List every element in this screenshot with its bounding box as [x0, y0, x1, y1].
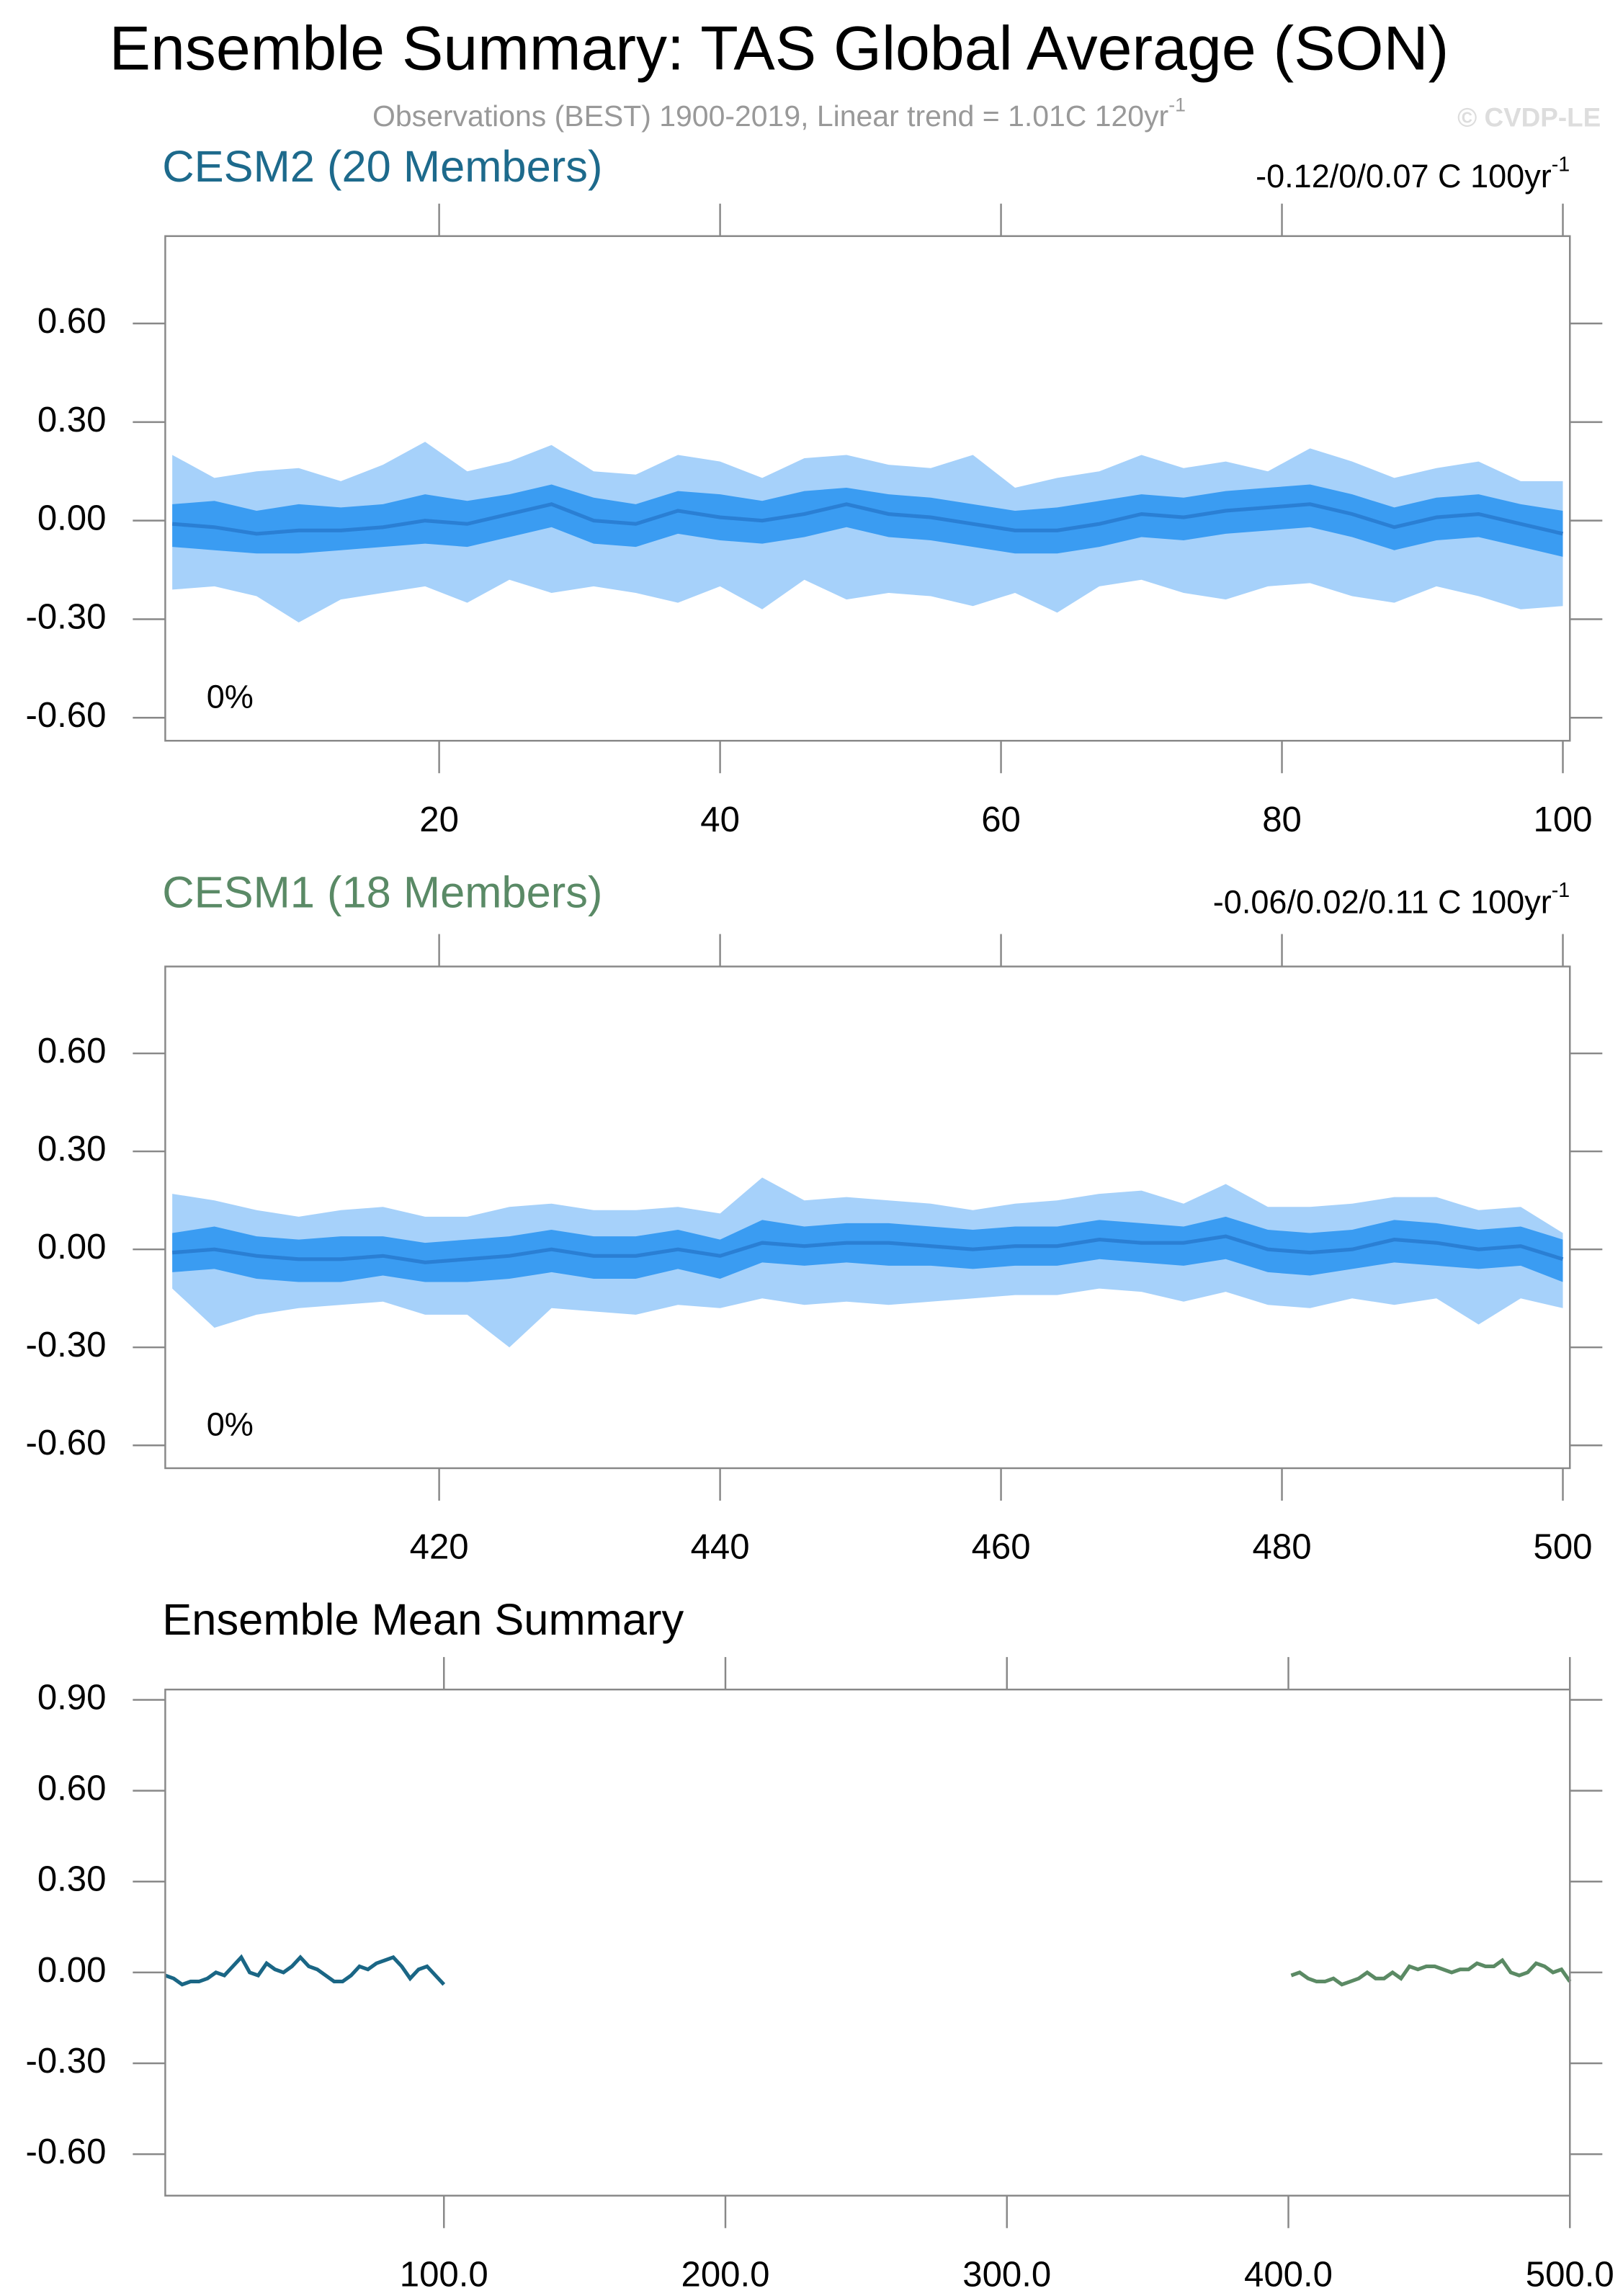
x-tick-label: 200.0 — [681, 2255, 770, 2294]
subtitle-text: Observations (BEST) 1900-2019, Linear tr… — [372, 99, 1168, 133]
x-tick-label: 80 — [1262, 800, 1302, 839]
trend-text: -0.06/0.02/0.11 C 100yr — [1213, 883, 1552, 920]
mean-line — [171, 502, 1564, 536]
trend-text: -0.12/0/0.07 C 100yr — [1256, 158, 1552, 195]
plot-frame — [164, 965, 1571, 1470]
x-tick-label: 20 — [419, 800, 459, 839]
y-tick-label: -0.30 — [25, 2042, 106, 2081]
spread-band — [172, 1216, 1563, 1282]
y-tick-label: -0.60 — [25, 1424, 106, 1462]
plot-frame — [164, 1688, 1571, 2197]
trend-label: -0.06/0.02/0.11 C 100yr-1 — [1213, 879, 1570, 921]
annotation: 0% — [207, 1406, 254, 1443]
trend-superscript: -1 — [1552, 153, 1570, 176]
x-tick-label: 40 — [700, 800, 740, 839]
y-tick-label: 0.30 — [37, 1860, 107, 1899]
y-tick-label: -0.60 — [25, 696, 106, 735]
x-tick-label: 500.0 — [1526, 2255, 1614, 2294]
y-tick-label: 0.60 — [37, 1032, 107, 1071]
x-tick-label: 460 — [972, 1528, 1031, 1567]
x-tick-label: 100.0 — [400, 2255, 488, 2294]
x-tick-label: 500 — [1534, 1528, 1593, 1567]
series-line — [1290, 1957, 1572, 1987]
annotation: 0% — [207, 679, 254, 715]
figure-title: Ensemble Summary: TAS Global Average (SO… — [109, 14, 1449, 83]
watermark: © CVDP-LE — [1457, 103, 1601, 133]
trend-label: -0.12/0/0.07 C 100yr-1 — [1256, 153, 1570, 195]
x-tick-label: 400.0 — [1244, 2255, 1333, 2294]
x-tick-label: 480 — [1253, 1528, 1312, 1567]
y-tick-label: 0.60 — [37, 302, 107, 341]
x-tick-label: 100 — [1534, 800, 1593, 839]
panel-title: Ensemble Mean Summary — [162, 1595, 684, 1645]
y-tick-label: 0.00 — [37, 1951, 107, 1990]
series-line — [164, 1954, 446, 1987]
y-tick-label: 0.00 — [37, 1228, 107, 1267]
y-tick-label: -0.60 — [25, 2132, 106, 2171]
y-tick-label: 0.60 — [37, 1769, 107, 1808]
y-tick-label: 0.30 — [37, 1130, 107, 1169]
y-tick-label: -0.30 — [25, 597, 106, 636]
x-tick-label: 60 — [981, 800, 1021, 839]
plot-frame — [164, 235, 1571, 742]
subtitle-superscript: -1 — [1168, 94, 1186, 116]
y-tick-label: 0.30 — [37, 401, 107, 439]
mean-line — [171, 1234, 1564, 1264]
x-tick-label: 420 — [410, 1528, 469, 1567]
y-tick-label: 0.00 — [37, 499, 107, 538]
y-tick-label: -0.30 — [25, 1326, 106, 1364]
spread-band — [172, 484, 1563, 557]
subtitle: Observations (BEST) 1900-2019, Linear tr… — [372, 94, 1186, 133]
x-tick-label: 440 — [691, 1528, 750, 1567]
x-tick-label: 300.0 — [962, 2255, 1051, 2294]
y-tick-label: 0.90 — [37, 1678, 107, 1717]
trend-superscript: -1 — [1552, 879, 1570, 902]
panel-title: CESM2 (20 Members) — [162, 142, 602, 192]
panel-title: CESM1 (18 Members) — [162, 867, 602, 917]
